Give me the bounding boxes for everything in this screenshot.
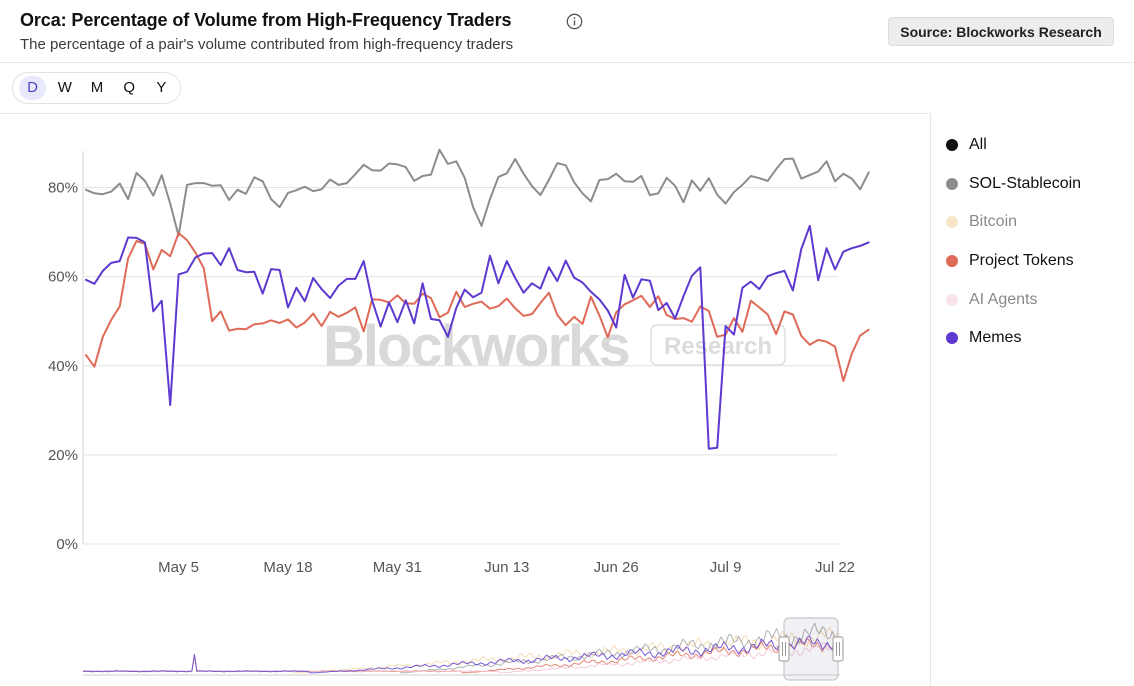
navigator-series-line — [83, 622, 841, 674]
legend-label: Project Tokens — [969, 252, 1074, 270]
legend-marker — [946, 293, 958, 306]
navigator-handle[interactable] — [832, 636, 844, 662]
series-line-project-tokens[interactable] — [85, 232, 870, 382]
legend-item-ai-agents[interactable]: AI Agents — [946, 280, 1081, 319]
watermark-badge-frame — [650, 324, 786, 366]
period-y-button[interactable]: Y — [156, 79, 167, 96]
period-selector: D W M Q Y — [12, 72, 181, 104]
x-tick-label: May 18 — [263, 559, 312, 576]
series-lines — [85, 148, 870, 450]
y-tick-label: 80% — [48, 180, 78, 197]
period-m-button[interactable]: M — [90, 79, 104, 96]
legend-item-memes[interactable]: Memes — [946, 319, 1081, 358]
legend-item-bitcoin[interactable]: Bitcoin — [946, 203, 1081, 242]
y-tick-label: 20% — [48, 447, 78, 464]
x-tick-label: Jul 22 — [815, 559, 855, 576]
navigator-handle[interactable] — [778, 636, 790, 662]
chart-subtitle: The percentage of a pair's volume contri… — [20, 36, 514, 53]
gridlines — [82, 151, 838, 545]
legend-label: Bitcoin — [969, 213, 1018, 231]
legend-label: All — [969, 136, 987, 154]
series-line-memes[interactable] — [85, 224, 870, 450]
legend-label: Memes — [969, 329, 1022, 347]
navigator-selection[interactable] — [783, 617, 839, 681]
period-q-button[interactable]: Q — [123, 79, 136, 96]
range-navigator[interactable] — [82, 617, 844, 681]
period-w-button[interactable]: W — [57, 79, 72, 96]
info-icon[interactable] — [566, 13, 583, 30]
legend-marker — [946, 177, 958, 190]
x-axis: May 5 May 18 May 31 Jun 13 Jun 26 Jul 9 Jul 22 — [158, 559, 855, 576]
y-axis: 0% 20% 40% 60% 80% — [48, 180, 78, 553]
x-tick-label: May 31 — [373, 559, 422, 576]
legend-divider — [930, 113, 931, 686]
legend-marker — [946, 139, 958, 152]
y-tick-label: 60% — [48, 269, 78, 286]
toolbar-divider — [0, 113, 930, 114]
watermark: Blockworks Research — [323, 314, 786, 379]
y-tick-label: 0% — [56, 536, 78, 553]
x-tick-label: Jul 9 — [710, 559, 742, 576]
source-button[interactable]: Source: Blockworks Research — [888, 17, 1114, 46]
chart-title: Orca: Percentage of Volume from High-Fre… — [20, 10, 512, 30]
y-tick-label: 40% — [48, 358, 78, 375]
legend-label: SOL-Stablecoin — [969, 174, 1082, 192]
period-d-button[interactable]: D — [19, 76, 47, 100]
legend-item-sol-stablecoin[interactable]: SOL-Stablecoin — [946, 165, 1081, 204]
navigator-series-line — [82, 635, 841, 674]
header-divider — [0, 62, 1134, 63]
series-line-sol-stablecoin[interactable] — [85, 148, 870, 237]
legend-item-all[interactable]: All — [946, 126, 1081, 165]
x-tick-label: Jun 13 — [484, 559, 529, 576]
legend-marker — [946, 216, 958, 229]
legend-marker — [946, 332, 958, 345]
legend-label: AI Agents — [969, 290, 1038, 308]
x-tick-label: May 5 — [158, 559, 199, 576]
legend: All SOL-Stablecoin Bitcoin Project Token… — [946, 126, 1081, 358]
legend-item-project-tokens[interactable]: Project Tokens — [946, 242, 1081, 281]
chart-area: Blockworks Research 0% 20% 40% 60% 80% May 5… — [48, 148, 870, 681]
legend-marker — [946, 255, 958, 268]
x-tick-label: Jun 26 — [594, 559, 639, 576]
watermark-logo-text: Blockworks — [323, 314, 629, 379]
